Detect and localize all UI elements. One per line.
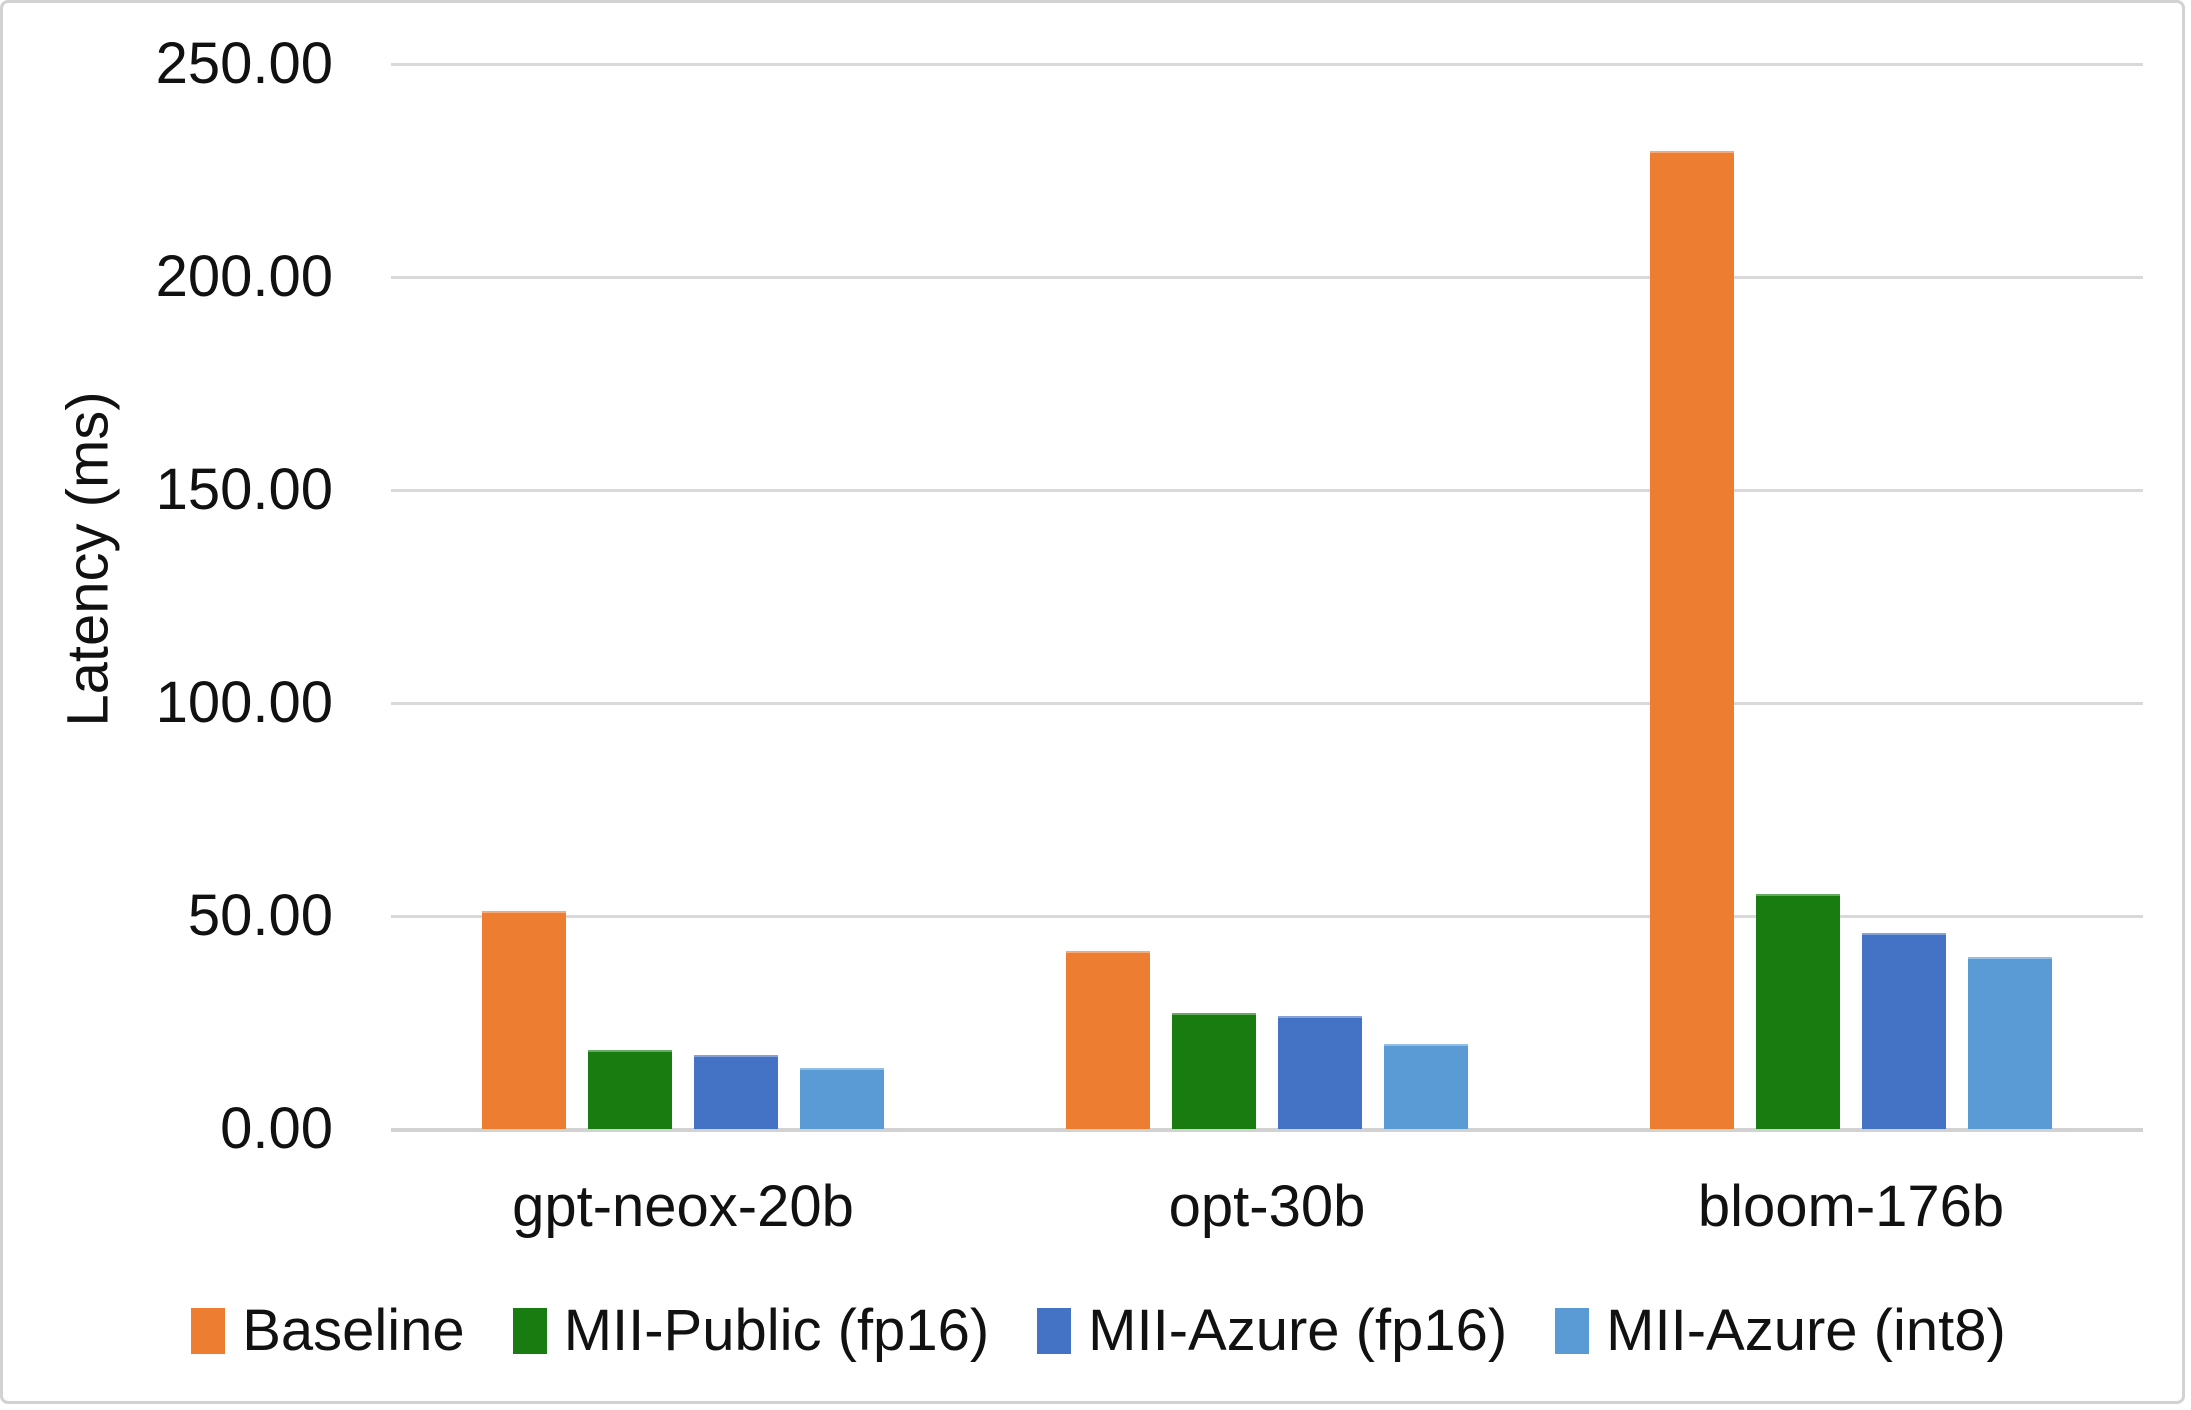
legend-label: MII-Azure (int8) (1606, 1298, 2006, 1363)
x-axis-category-label: bloom-176b (1697, 1174, 2005, 1239)
plot-area (391, 62, 2143, 1132)
gridline (391, 914, 2143, 918)
bar (1278, 1016, 1362, 1129)
bar (1066, 951, 1150, 1129)
gridline (391, 701, 2143, 705)
bar (1172, 1013, 1256, 1129)
y-axis-tick-label: 0.00 (220, 1096, 333, 1161)
legend: Baseline MII-Public (fp16) MII-Azure (fp16… (3, 1299, 2191, 1363)
gridline (391, 488, 2143, 492)
y-axis-tick-label: 250.00 (155, 31, 333, 96)
bar (482, 911, 566, 1129)
legend-label: MII-Azure (fp16) (1088, 1298, 1508, 1363)
bar (1756, 894, 1840, 1129)
bar (588, 1050, 672, 1129)
legend-item: MII-Azure (int8) (1555, 1299, 2006, 1363)
bar (1384, 1044, 1468, 1129)
legend-item: MII-Public (fp16) (512, 1298, 990, 1363)
legend-item: Baseline (191, 1298, 465, 1363)
gridline (391, 275, 2143, 279)
legend-swatch-icon (191, 1308, 226, 1354)
bar (800, 1068, 884, 1129)
x-axis-category-label: gpt-neox-20b (512, 1174, 854, 1239)
bar (1650, 151, 1734, 1129)
legend-swatch-icon (512, 1308, 547, 1354)
y-axis-tick-label: 200.00 (155, 244, 333, 309)
y-axis-tick-label: 150.00 (155, 457, 333, 522)
bar (1862, 933, 1946, 1129)
y-axis-tick-label: 50.00 (187, 883, 333, 948)
bar (1968, 957, 2052, 1129)
legend-label: Baseline (242, 1298, 465, 1363)
x-axis-line (391, 1127, 2143, 1132)
bar (694, 1055, 778, 1129)
legend-item: MII-Azure (fp16) (1037, 1299, 1507, 1363)
legend-swatch-icon (1037, 1308, 1072, 1354)
gridline (391, 62, 2143, 66)
legend-label: MII-Public (fp16) (563, 1298, 990, 1363)
legend-swatch-icon (1555, 1308, 1590, 1354)
y-axis-tick-label: 100.00 (155, 670, 333, 735)
x-axis-category-label: opt-30b (1168, 1174, 1366, 1239)
